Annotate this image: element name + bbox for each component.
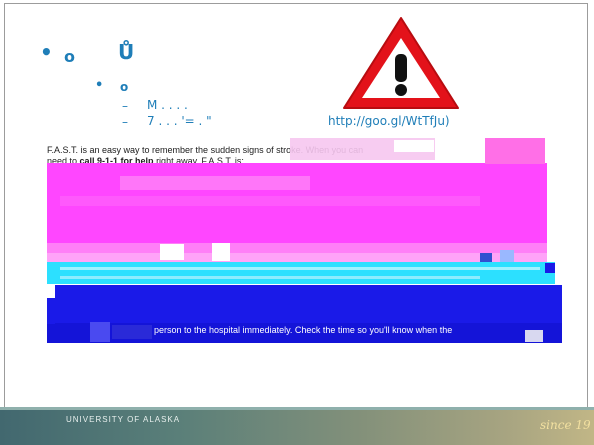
article-line-1: F.A.S.T. is an easy way to remember the … <box>47 145 364 155</box>
warning-icon <box>343 17 459 109</box>
image-artifact <box>90 322 110 342</box>
source-link[interactable]: http://goo.gl/WtTfJu) <box>328 114 450 128</box>
fast-graphic-strip <box>47 243 547 253</box>
image-artifact <box>160 244 184 260</box>
fast-graphic-strip <box>47 253 547 262</box>
image-artifact <box>545 263 555 273</box>
image-artifact <box>60 267 540 270</box>
bullet-1: • <box>40 40 53 64</box>
article-line-2: need to call 9-1-1 for help right away. … <box>47 156 244 166</box>
university-logo: UNIVERSITY OF ALASKA <box>66 415 181 424</box>
corrupted-image-band <box>55 285 562 324</box>
sub-bullet-text-2: 7 . . . '= . " <box>147 114 212 128</box>
image-artifact <box>480 253 492 262</box>
image-artifact <box>525 330 543 342</box>
article-line-3: person to the hospital immediately. Chec… <box>154 325 453 335</box>
subheading-fragment: o <box>120 80 129 94</box>
image-artifact <box>60 276 480 279</box>
sub-bullet-dash-2: – <box>122 115 128 129</box>
image-artifact <box>47 298 55 324</box>
image-artifact <box>212 243 230 261</box>
corrupted-image-band <box>47 323 562 343</box>
image-artifact <box>112 325 152 339</box>
image-artifact <box>500 250 514 262</box>
bullet-2: • <box>95 78 104 93</box>
image-artifact <box>60 196 480 206</box>
sub-bullet-dash-1: – <box>122 99 128 113</box>
heading-fragment-b: Ů <box>118 40 135 64</box>
corrupted-text-band <box>47 262 555 284</box>
image-artifact <box>485 138 545 164</box>
since-text: since 19 <box>540 418 591 432</box>
heading-fragment-a: o <box>64 47 75 66</box>
sub-bullet-text-1: M . . . . <box>147 98 188 112</box>
image-artifact <box>120 176 310 190</box>
image-artifact <box>394 140 434 152</box>
footer-banner <box>0 407 594 445</box>
footer-edge <box>0 407 594 410</box>
